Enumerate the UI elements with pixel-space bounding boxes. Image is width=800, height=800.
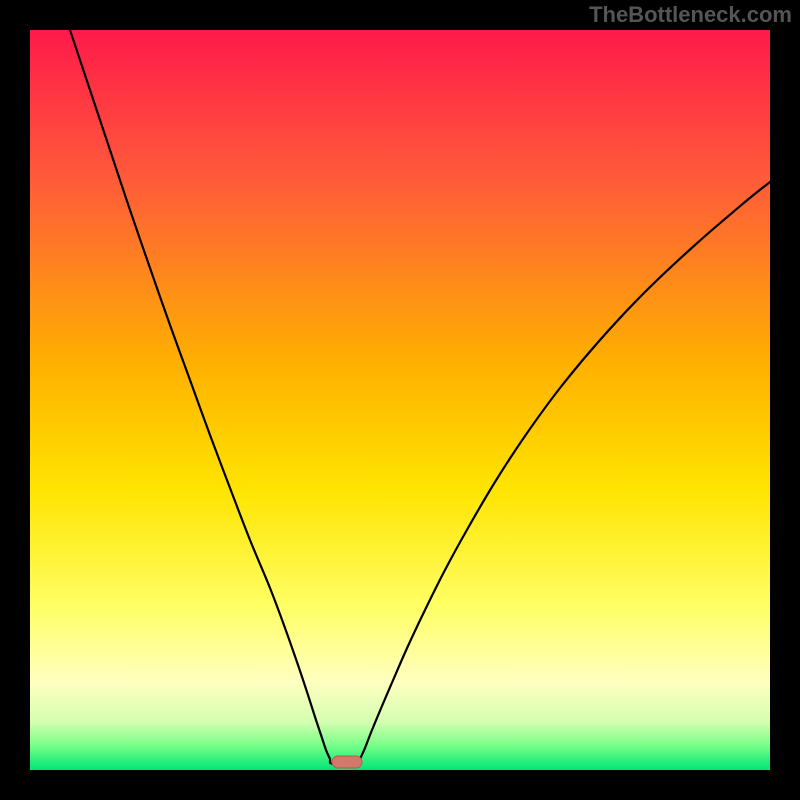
optimum-marker (332, 756, 362, 768)
chart-container: TheBottleneck.com (0, 0, 800, 800)
plot-svg (30, 30, 770, 770)
plot-area (30, 30, 770, 770)
gradient-background (30, 30, 770, 770)
watermark-text: TheBottleneck.com (589, 2, 792, 28)
